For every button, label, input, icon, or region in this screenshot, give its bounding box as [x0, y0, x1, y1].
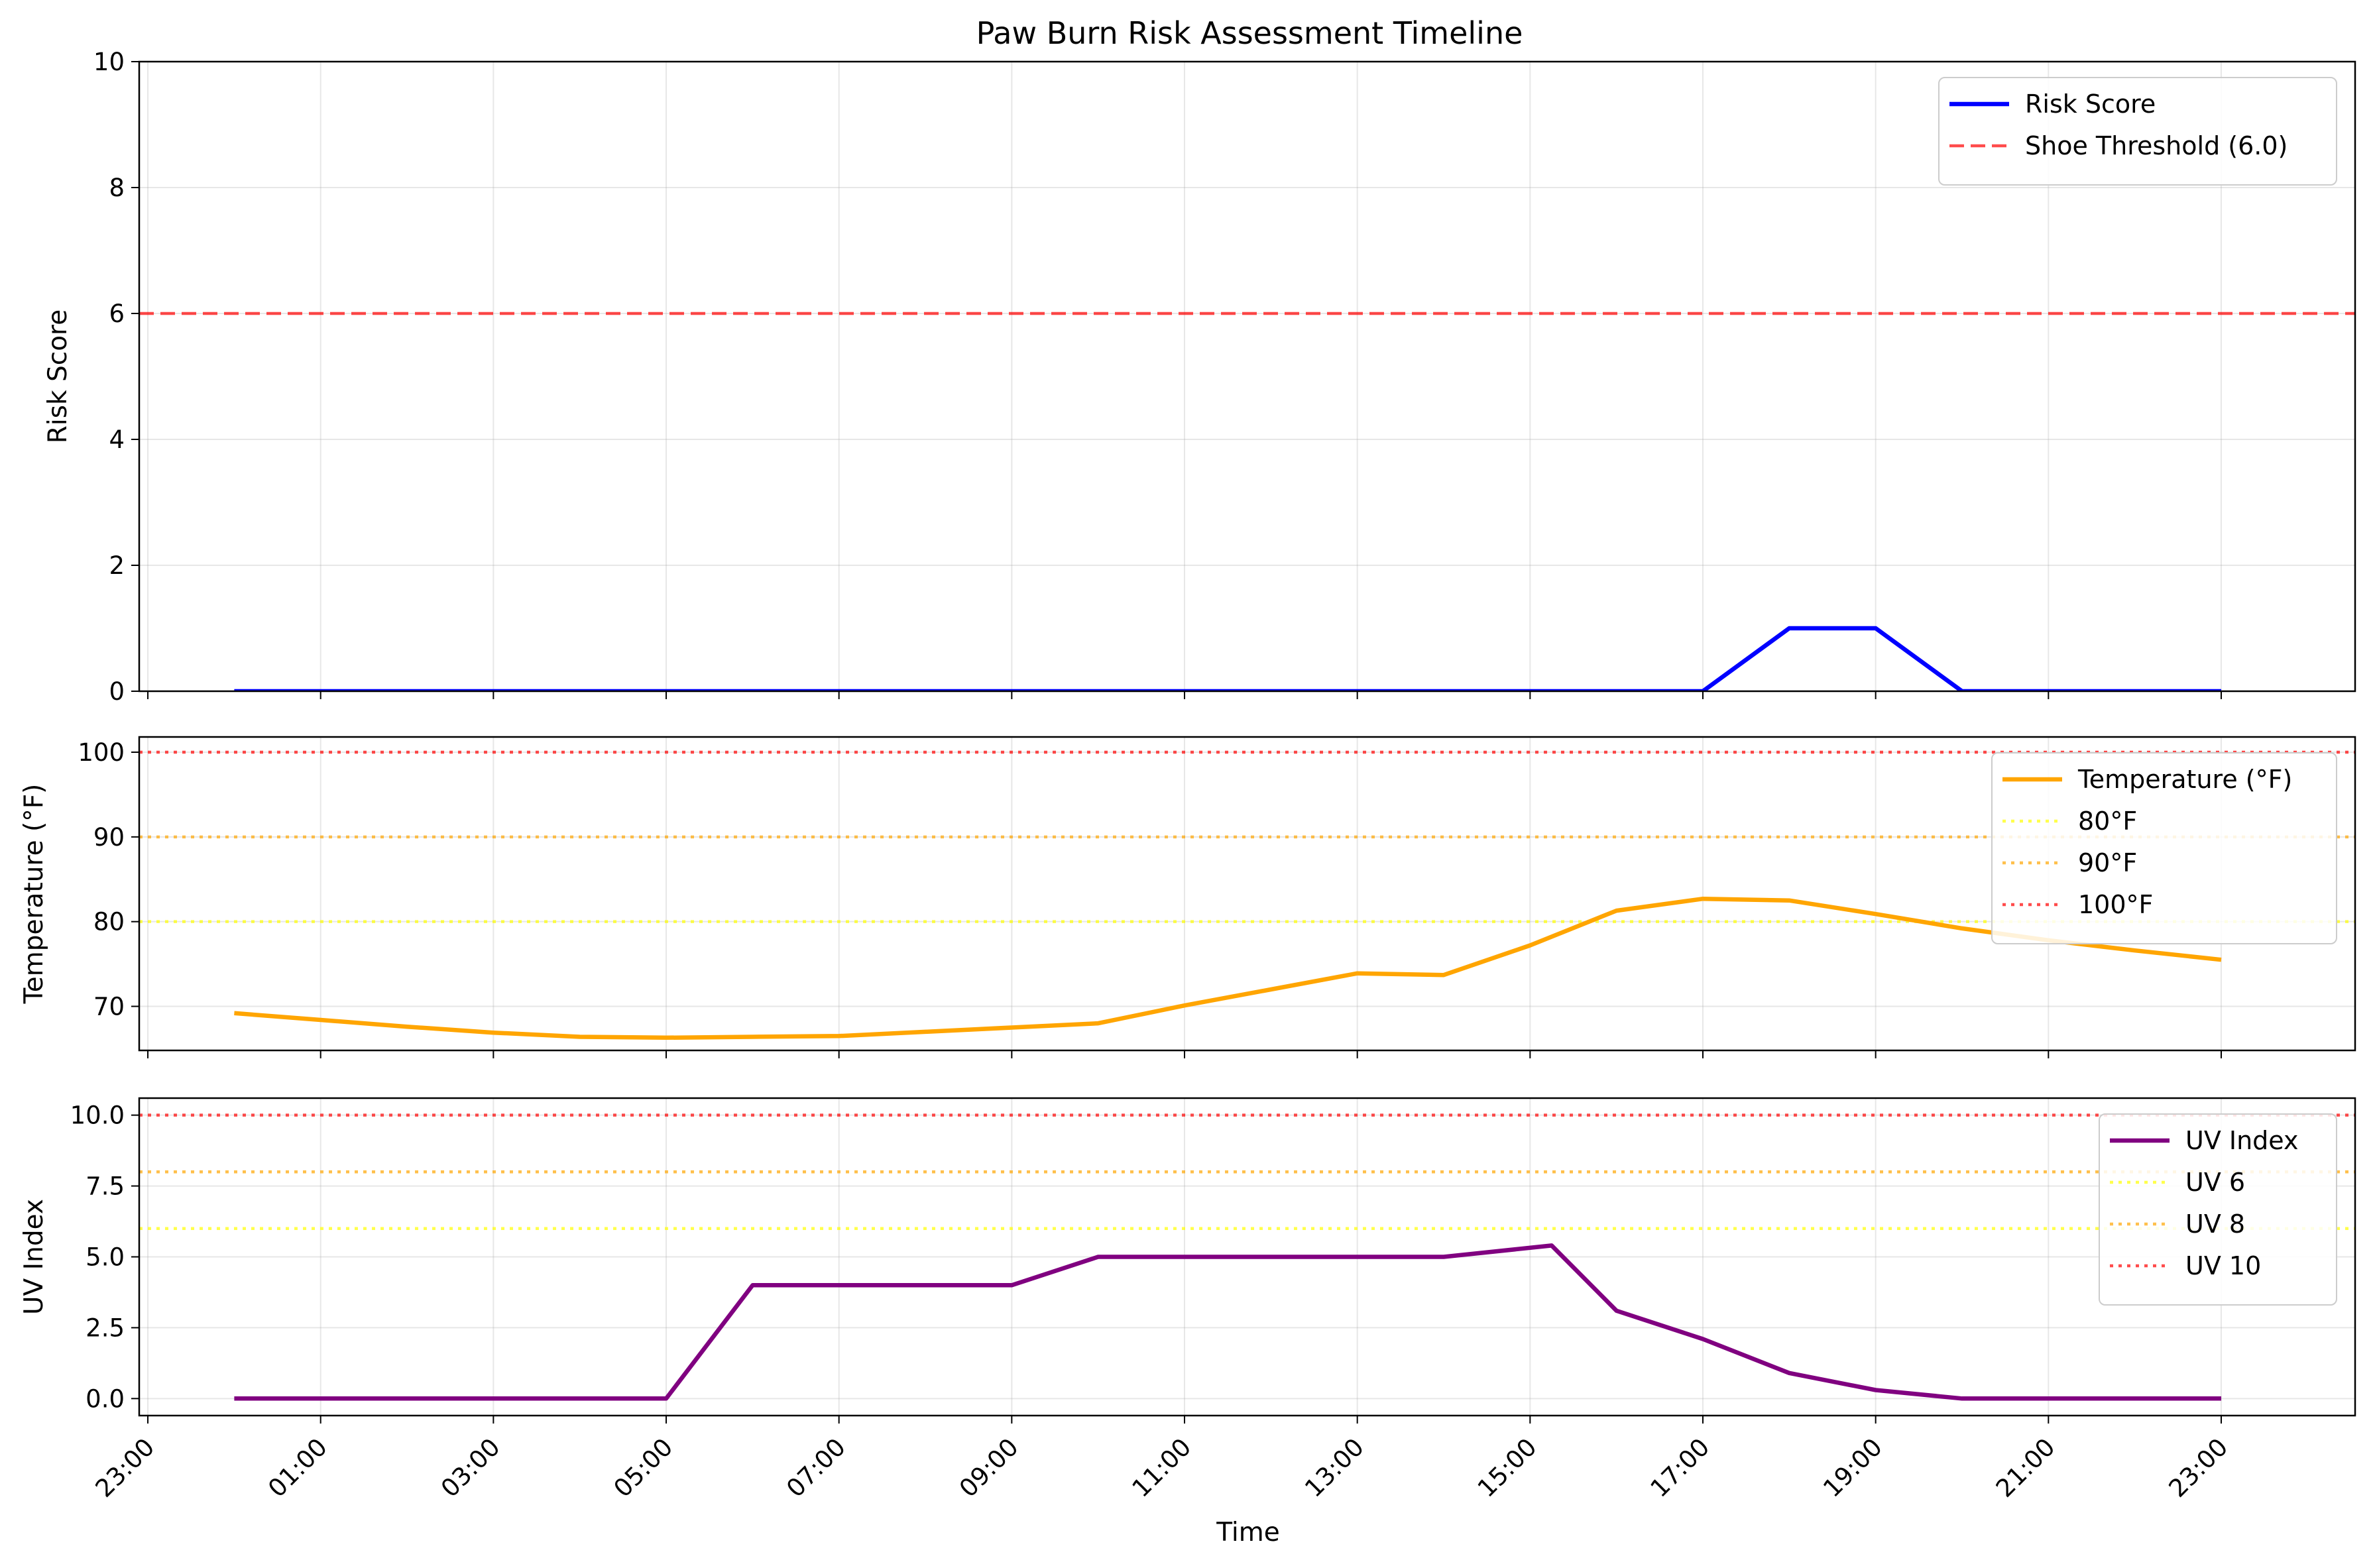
- series-line: [234, 1243, 2221, 1401]
- legend-box: [1991, 752, 2337, 944]
- axes-frame: [138, 1097, 2356, 1417]
- y-tick-label: 0: [109, 677, 125, 706]
- y-axis-label: Risk Score: [43, 309, 73, 443]
- y-axis-label: Temperature (°F): [19, 784, 49, 1005]
- legend-label: Temperature (°F): [2077, 765, 2292, 794]
- y-tick-label: 100: [78, 738, 125, 767]
- legend: Temperature (°F) 80°F 90°F 100°F: [1991, 752, 2337, 944]
- legend-label: 100°F: [2078, 890, 2153, 919]
- x-axis-label: Time: [1216, 1518, 1279, 1547]
- legend: UV Index UV 6 UV 8 UV 10: [2099, 1113, 2337, 1306]
- chart-title: Paw Burn Risk Assessment Timeline: [976, 15, 1523, 51]
- legend-label: UV 6: [2185, 1168, 2245, 1197]
- legend-box: [1938, 77, 2337, 186]
- legend-label: UV Index: [2185, 1126, 2299, 1155]
- y-tick-label: 10: [93, 48, 125, 76]
- series-line: [234, 626, 2221, 691]
- legend-label: Risk Score: [2025, 89, 2156, 119]
- legend-label: 90°F: [2078, 848, 2137, 877]
- risk-score-panel: 0 2 4 6 8 10 Risk Score Risk Score Shoe Threshol…: [43, 48, 2356, 706]
- legend-box: [2099, 1113, 2337, 1306]
- y-tick-label: 70: [93, 993, 125, 1021]
- y-tick-label: 8: [109, 174, 125, 202]
- y-tick-label: 2: [109, 551, 125, 580]
- y-tick-label: 6: [109, 300, 125, 328]
- y-tick-label: 4: [109, 425, 125, 454]
- series-line: [234, 896, 2222, 1040]
- legend-label: UV 8: [2185, 1209, 2245, 1239]
- axes-frame: [138, 736, 2356, 1052]
- legend-label: 80°F: [2078, 807, 2137, 836]
- y-tick-label: 7.5: [86, 1172, 125, 1201]
- legend-label: UV 10: [2185, 1251, 2261, 1280]
- y-tick-label: 80: [93, 908, 125, 936]
- y-tick-label: 0.0: [86, 1384, 125, 1413]
- y-tick-label: 5.0: [86, 1243, 125, 1272]
- y-tick-label: 90: [93, 823, 125, 852]
- legend: Risk Score Shoe Threshold (6.0): [1938, 77, 2337, 186]
- y-tick-label: 10.0: [70, 1101, 125, 1130]
- axes-frame: [138, 60, 2356, 693]
- y-tick-label: 2.5: [86, 1314, 125, 1342]
- legend-label: Shoe Threshold (6.0): [2025, 131, 2288, 160]
- y-axis-label: UV Index: [19, 1199, 49, 1315]
